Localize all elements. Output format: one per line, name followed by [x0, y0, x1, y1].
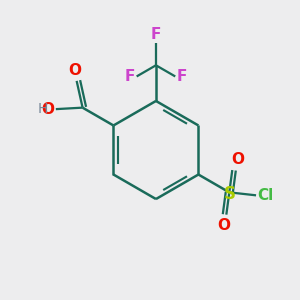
- Text: F: F: [151, 26, 161, 41]
- Text: Cl: Cl: [257, 188, 274, 203]
- Text: S: S: [223, 185, 235, 203]
- Text: O: O: [41, 102, 54, 117]
- Text: O: O: [232, 152, 245, 167]
- Text: H: H: [37, 102, 47, 116]
- Text: O: O: [217, 218, 230, 232]
- Text: F: F: [177, 69, 187, 84]
- Text: O: O: [69, 63, 82, 78]
- Text: F: F: [125, 69, 135, 84]
